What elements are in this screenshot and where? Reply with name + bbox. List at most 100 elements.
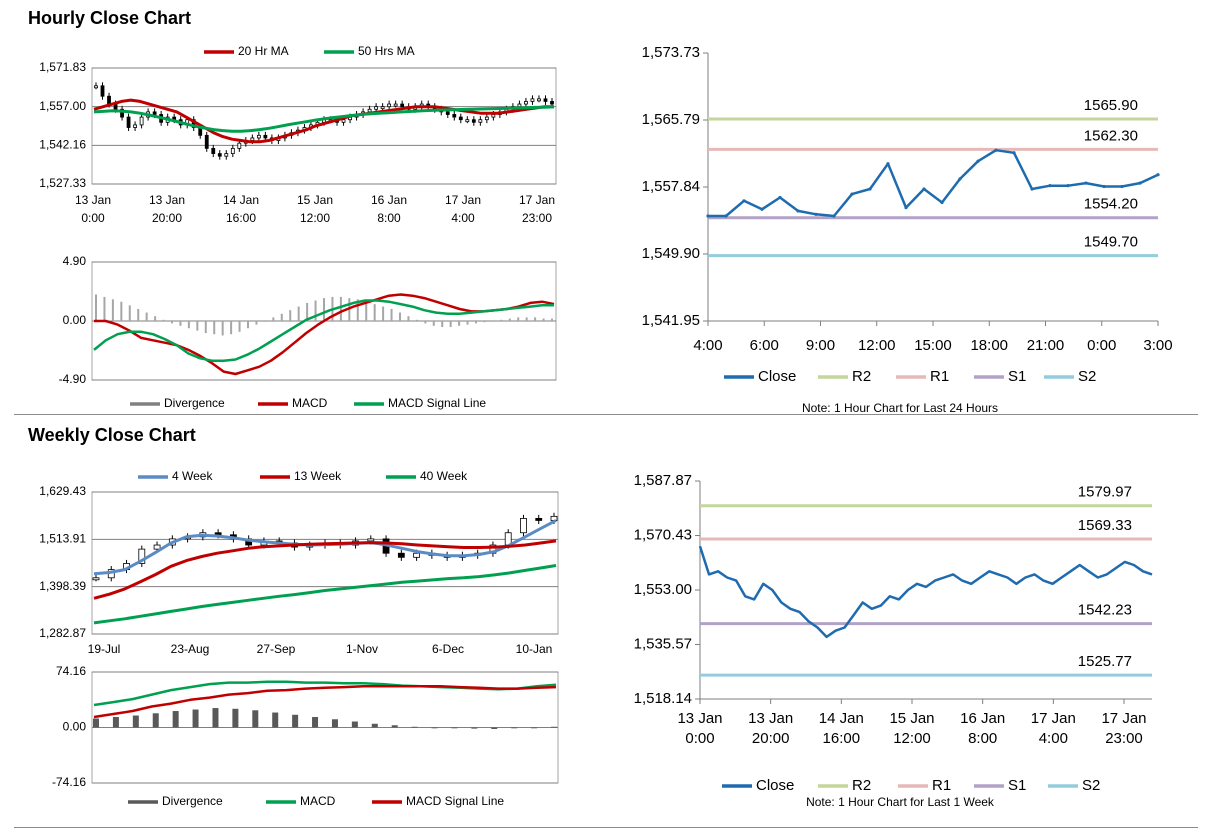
weekly-macd-divergence-bar bbox=[152, 713, 159, 728]
hourly-macd-divergence-bar bbox=[458, 321, 461, 326]
weekly-price-tick: 1,282.87 bbox=[39, 626, 86, 640]
weekly-price-x-tick: 10-Jan bbox=[516, 642, 553, 656]
hourly-price-candle bbox=[465, 119, 470, 123]
hourly-price-candle bbox=[550, 101, 554, 105]
weekly-price-candle bbox=[92, 577, 100, 581]
weekly-price-tick: 1,513.91 bbox=[39, 532, 86, 546]
weekly-macd-divergence-bar bbox=[431, 727, 438, 729]
weekly-macd-divergence-bar bbox=[192, 709, 199, 728]
hourly-macd-divergence-bar bbox=[534, 317, 537, 321]
weekly-macd-divergence-bar bbox=[112, 717, 119, 728]
hourly-price-candle bbox=[537, 98, 541, 102]
weekly-pivot-legend-label: R1 bbox=[932, 777, 951, 794]
weekly-pivot-x-tick-time: 8:00 bbox=[968, 730, 997, 747]
hourly-macd-divergence-bar bbox=[517, 317, 520, 321]
weekly-macd-macd-line bbox=[93, 680, 557, 707]
hourly-pivot-level-label: 1554.20 bbox=[1084, 196, 1138, 213]
hourly-pivot-close-point bbox=[976, 159, 980, 163]
hourly-macd-divergence-bar bbox=[162, 319, 165, 321]
hourly-pivot-close-point bbox=[1066, 184, 1070, 188]
hourly-macd-divergence-bar bbox=[306, 302, 309, 321]
weekly-price-tick: 1,398.39 bbox=[39, 579, 86, 593]
hourly-pivot-legend-label: Close bbox=[758, 368, 796, 385]
weekly-pivot-legend-label: R2 bbox=[852, 777, 871, 794]
hourly-macd-divergence-bar bbox=[441, 321, 444, 328]
weekly-macd-signal-line bbox=[93, 685, 557, 719]
hourly-pivot-legend-label: R1 bbox=[930, 368, 949, 385]
hourly-price-candle bbox=[380, 106, 385, 110]
weekly-macd-legend-label: Divergence bbox=[162, 794, 223, 808]
hourly-pivot-legend-label: S1 bbox=[1008, 368, 1026, 385]
hourly-price-tick: 1,527.33 bbox=[39, 176, 86, 190]
hourly-price-candle bbox=[204, 134, 209, 149]
hourly-macd-divergence-bar bbox=[179, 321, 182, 326]
hourly-price-frame bbox=[91, 67, 557, 185]
weekly-macd-divergence-bar bbox=[491, 727, 498, 729]
hourly-price-candle bbox=[217, 153, 222, 157]
hourly-price-x-tick-date: 13 Jan bbox=[75, 193, 111, 207]
weekly-price-candle bbox=[413, 552, 421, 558]
hourly-pivot-close-point bbox=[994, 148, 998, 152]
hourly-price-candle bbox=[230, 147, 235, 154]
weekly-macd-divergence-bar bbox=[172, 711, 179, 728]
hourly-macd-divergence-bar bbox=[323, 298, 325, 321]
hourly-pivot-close-point bbox=[1138, 181, 1142, 185]
hourly-macd-divergence-bar bbox=[272, 317, 275, 321]
weekly-macd-divergence-bar bbox=[511, 727, 518, 729]
weekly-macd-divergence-bar bbox=[471, 727, 478, 729]
weekly-price-legend-label: 4 Week bbox=[172, 469, 213, 483]
hourly-pivot-close-point bbox=[832, 214, 836, 218]
weekly-pivot-x-tick-date: 15 Jan bbox=[889, 710, 934, 727]
hourly-price-candle bbox=[139, 116, 144, 126]
hourly-macd-divergence-bar bbox=[263, 321, 266, 322]
hourly-macd-divergence-bar bbox=[247, 321, 249, 329]
hourly-pivot-close-point bbox=[922, 187, 926, 191]
weekly-pivot-x-tick-time: 0:00 bbox=[685, 730, 714, 747]
weekly-macd-divergence-bar bbox=[312, 717, 319, 728]
hourly-price-candle bbox=[237, 142, 242, 149]
hourly-macd-divergence-bar bbox=[508, 318, 511, 321]
hourly-price-candle bbox=[393, 103, 398, 107]
hourly-pivot-close-point bbox=[940, 200, 944, 205]
hourly-section-title: Hourly Close Chart bbox=[28, 8, 192, 28]
hourly-macd-legend-label: Divergence bbox=[164, 396, 225, 410]
weekly-pivot-y-tick: 1,518.14 bbox=[634, 690, 692, 707]
hourly-price-tick: 1,542.16 bbox=[39, 138, 86, 152]
weekly-pivot-x-tick-date: 13 Jan bbox=[748, 710, 793, 727]
hourly-pivot-close-line bbox=[708, 148, 1159, 218]
hourly-macd-divergence-bar bbox=[415, 319, 418, 321]
hourly-pivot-x-tick: 4:00 bbox=[693, 337, 722, 354]
hourly-price-candle bbox=[484, 116, 489, 121]
weekly-macd-divergence-bar bbox=[411, 726, 418, 728]
hourly-price-candle bbox=[250, 137, 255, 141]
weekly-pivot-level-label: 1569.33 bbox=[1078, 517, 1132, 534]
weekly-pivot-x-tick-time: 20:00 bbox=[752, 730, 790, 747]
hourly-pivot-close-point bbox=[868, 187, 872, 191]
hourly-macd-divergence-bar bbox=[466, 321, 469, 325]
hourly-price-candle bbox=[367, 108, 372, 113]
hourly-pivot-y-tick: 1,549.90 bbox=[642, 245, 700, 262]
weekly-price-ma40-line bbox=[93, 564, 557, 625]
weekly-price-x-tick: 19-Jul bbox=[88, 642, 121, 656]
hourly-macd-divergence-bar bbox=[128, 305, 131, 321]
hourly-pivot-x-tick: 0:00 bbox=[1087, 337, 1116, 354]
hourly-pivot-close-point bbox=[958, 177, 962, 181]
hourly-price-candle bbox=[445, 111, 450, 115]
hourly-pivot-y-tick: 1,565.79 bbox=[642, 111, 700, 128]
hourly-macd-divergence-bar bbox=[542, 318, 545, 321]
hourly-pivot-x-tick: 12:00 bbox=[858, 337, 896, 354]
weekly-price-candle bbox=[397, 552, 405, 558]
hourly-price-x-tick-time: 20:00 bbox=[152, 211, 182, 225]
hourly-macd-divergence-bar bbox=[289, 310, 292, 321]
hourly-macd-divergence-bar bbox=[491, 321, 494, 322]
weekly-price-x-tick: 27-Sep bbox=[257, 642, 296, 656]
hourly-price-x-tick-date: 17 Jan bbox=[519, 193, 555, 207]
weekly-pivot-x-tick-date: 17 Jan bbox=[1031, 710, 1076, 727]
hourly-price-x-tick-time: 8:00 bbox=[377, 211, 401, 225]
hourly-pivot-close-point bbox=[814, 212, 818, 216]
hourly-macd-divergence-bar bbox=[196, 321, 199, 331]
hourly-pivot-x-tick: 3:00 bbox=[1143, 337, 1172, 354]
hourly-macd-tick: 4.90 bbox=[63, 254, 87, 268]
hourly-pivot-level-label: 1565.90 bbox=[1084, 97, 1138, 114]
